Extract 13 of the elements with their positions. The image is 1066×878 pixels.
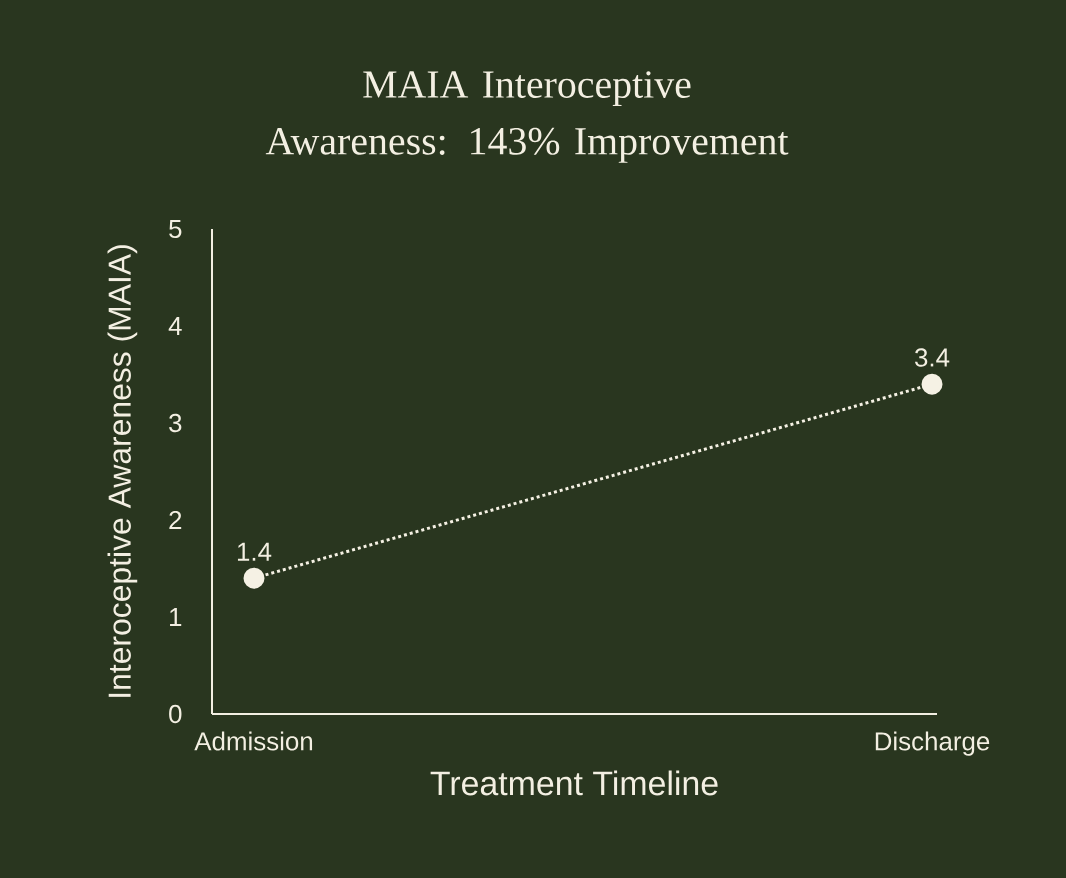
y-tick-label: 5 xyxy=(169,219,182,239)
x-tick-label: Admission xyxy=(194,731,313,751)
x-axis-title: Treatment Timeline xyxy=(430,770,718,796)
y-tick-label: 0 xyxy=(169,704,182,724)
y-tick-label: 2 xyxy=(169,510,182,530)
data-label: 1.4 xyxy=(237,542,272,561)
y-tick-label: 4 xyxy=(168,317,182,335)
y-axis-title: Interoceptive Awareness (MAIA) xyxy=(107,245,138,697)
chart-title: MAIA Interoceptive Awareness: 143% Improvement xyxy=(265,71,789,163)
y-tick-label: 3 xyxy=(169,413,182,433)
y-tick-label: 1 xyxy=(170,608,182,626)
x-tick-label: Discharge xyxy=(875,731,990,756)
data-label: 3.4 xyxy=(914,348,950,367)
